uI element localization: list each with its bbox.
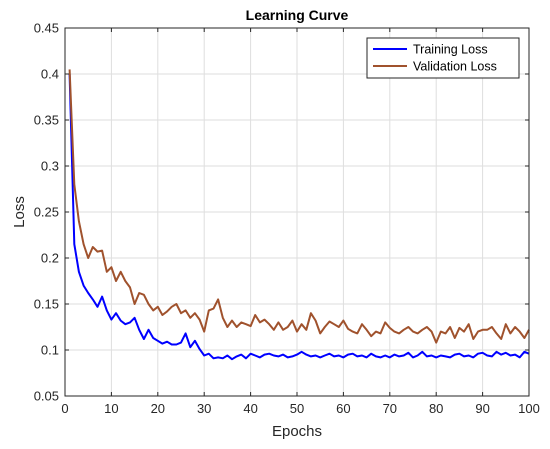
- y-tick-label: 0.1: [41, 343, 59, 358]
- x-tick-label: 90: [475, 401, 489, 416]
- legend-box: [366, 37, 520, 79]
- validation-loss-line: [68, 69, 530, 344]
- x-tick-label: 20: [151, 401, 165, 416]
- x-tick-label: 0: [61, 401, 68, 416]
- axis-ticks: 0 10 20 30 40 50 60 70 80 90 100 0.05 0.1 0.15 0.2 0.25…: [34, 21, 540, 417]
- y-tick-label: 0.45: [34, 21, 59, 36]
- training-loss-line: [68, 73, 530, 361]
- x-tick-label: 30: [197, 401, 211, 416]
- legend-label-validation-loss: Validation Loss: [413, 60, 497, 74]
- y-tick-label: 0.05: [34, 389, 59, 404]
- x-tick-label: 10: [104, 401, 118, 416]
- x-tick-label: 40: [243, 401, 257, 416]
- y-tick-label: 0.25: [34, 205, 59, 220]
- legend-label-training-loss: Training Loss: [413, 43, 488, 57]
- y-tick-label: 0.4: [41, 67, 59, 82]
- y-axis-label: Loss: [11, 196, 28, 228]
- x-tick-label: 70: [383, 401, 397, 416]
- chart-title: Learning Curve: [246, 7, 349, 23]
- y-tick-label: 0.35: [34, 113, 59, 128]
- x-tick-label: 50: [290, 401, 304, 416]
- y-tick-label: 0.2: [41, 251, 59, 266]
- y-tick-label: 0.3: [41, 159, 59, 174]
- x-axis-label: Epochs: [272, 423, 322, 440]
- x-tick-label: 80: [429, 401, 443, 416]
- series-lines: [68, 69, 530, 361]
- y-tick-label: 0.15: [34, 297, 59, 312]
- x-tick-label: 60: [336, 401, 350, 416]
- x-tick-label: 100: [518, 401, 540, 416]
- legend: Training Loss Validation Loss: [366, 37, 520, 79]
